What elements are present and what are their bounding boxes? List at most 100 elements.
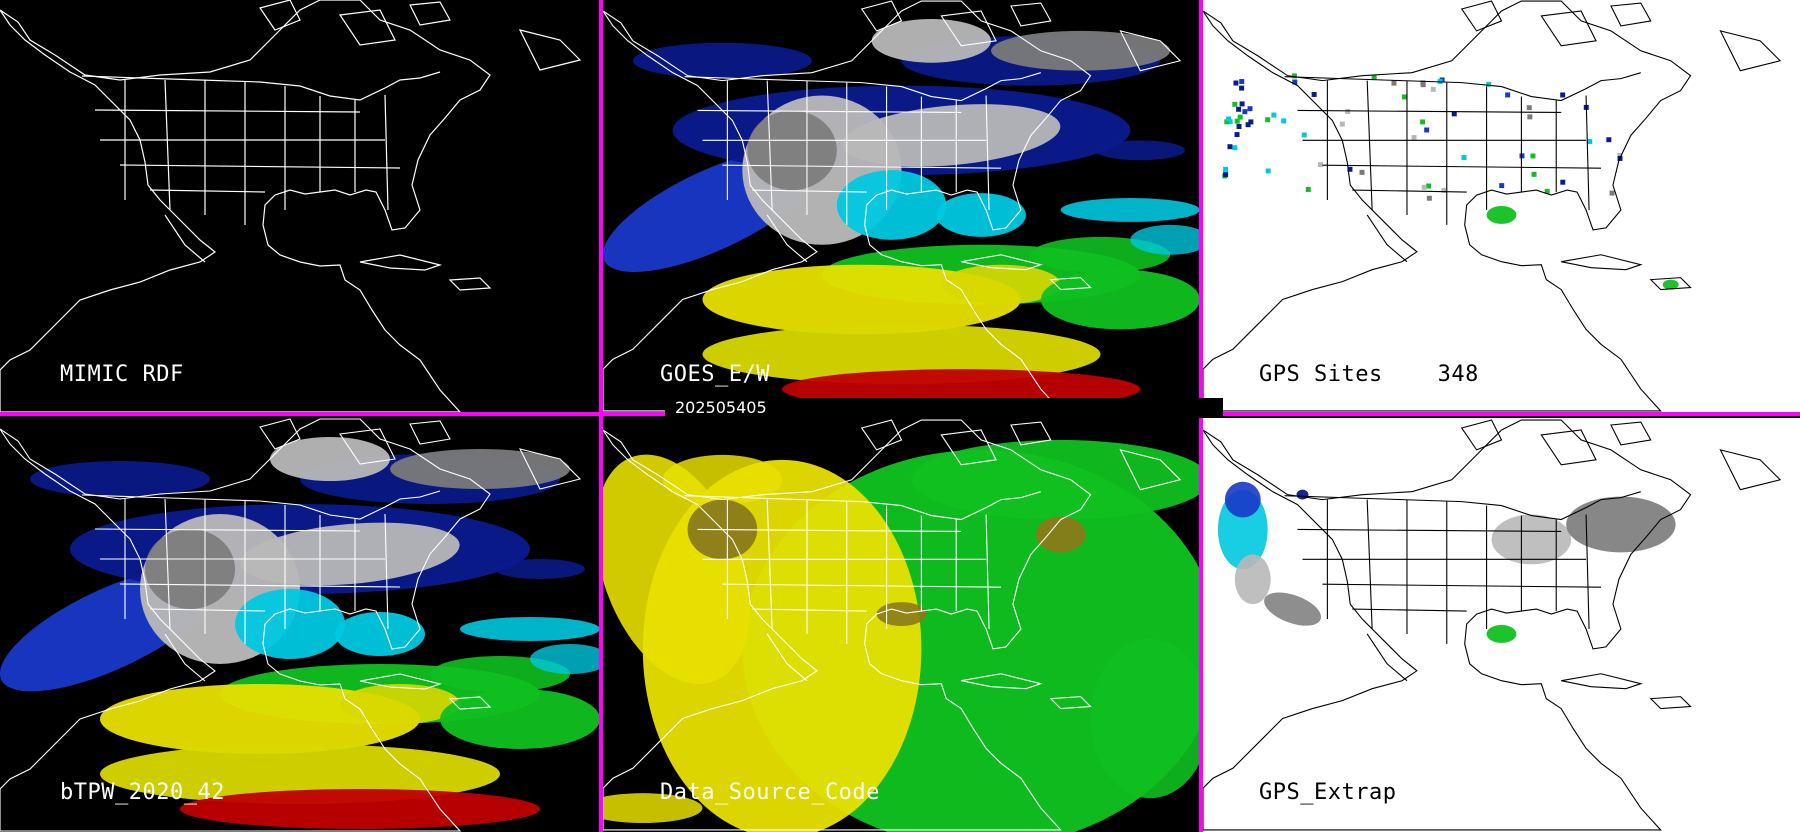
gps-site-marker — [1461, 155, 1467, 161]
gps-site-marker — [1318, 162, 1323, 168]
pw-field-blob — [936, 193, 1026, 237]
gps-site-marker — [1609, 190, 1615, 196]
gps-site-marker — [1226, 116, 1232, 122]
gps-site-marker — [1227, 119, 1233, 125]
panel-goes-ew: GOES_E/W — [603, 0, 1200, 412]
source-field-blob — [876, 602, 927, 626]
extrap-field-blob — [1234, 554, 1271, 605]
gps-site-marker — [1236, 124, 1242, 129]
pw-field-blob — [240, 522, 460, 586]
extrap-field-blob — [1224, 481, 1261, 518]
gps-site-marker — [1242, 109, 1248, 115]
gps-site-marker — [1587, 139, 1593, 145]
pw-field-blob — [340, 684, 460, 724]
gps-site-marker — [1426, 183, 1432, 189]
pw-field-blob — [100, 744, 500, 804]
gps-site-marker — [1305, 186, 1311, 192]
gps-site-marker — [1291, 73, 1297, 79]
pw-field-blob — [495, 559, 585, 579]
gps-site-marker — [1236, 106, 1242, 112]
gps-site-marker — [1560, 179, 1566, 185]
panel-label-mimic-rdf: MIMIC RDF — [60, 362, 184, 387]
gps-site-marker — [1265, 168, 1271, 174]
timestamp-text: 202505405 — [675, 398, 767, 417]
map-data-source-code — [603, 419, 1200, 832]
extrap-field-blob — [1491, 514, 1572, 565]
gps-site-marker — [1560, 92, 1566, 98]
gps-site-marker — [1237, 114, 1243, 120]
gps-site-marker — [1347, 166, 1353, 172]
pw-field-blob — [440, 689, 600, 749]
gps-site-marker — [1505, 92, 1511, 98]
gps-site-marker — [1530, 153, 1536, 159]
pw-field-blob — [270, 437, 390, 481]
extrap-field-blob — [1296, 489, 1309, 500]
gps-site-marker — [1223, 172, 1229, 178]
panel-label-gps-sites: GPS Sites 348 — [1259, 362, 1479, 387]
gps-site-marker — [1265, 117, 1271, 123]
gps-site-marker — [1519, 153, 1525, 159]
gps-site-marker — [1311, 91, 1317, 97]
gps-site-marker — [1232, 145, 1238, 151]
gps-site-marker — [1421, 184, 1427, 190]
pw-field-blob — [335, 612, 425, 656]
gps-site-marker — [1227, 144, 1233, 150]
gps-site-marker — [1359, 169, 1365, 175]
pw-field-blob — [100, 684, 420, 754]
pw-field-blob — [30, 461, 210, 497]
gps-site-marker — [1526, 105, 1532, 111]
divider-horizontal-left — [0, 412, 665, 416]
source-field-blob — [603, 793, 703, 824]
gps-site-marker — [1499, 183, 1505, 189]
timestamp-bar: 202505405 — [665, 398, 1223, 418]
pw-field-blob — [460, 617, 600, 641]
source-field-blob — [662, 454, 783, 505]
gps-site-marker — [1224, 119, 1230, 125]
gps-site-cluster — [1662, 279, 1679, 290]
gps-site-marker — [1424, 127, 1430, 133]
gps-site-marker — [1248, 119, 1254, 125]
panel-data-source-code: Data_Source_Code — [603, 418, 1200, 832]
divider-vertical-left — [599, 0, 603, 832]
gps-site-marker — [1292, 79, 1298, 85]
gps-site-marker — [1527, 114, 1533, 120]
pw-field-blob — [180, 789, 540, 829]
panel-label-goes-ew: GOES_E/W — [660, 362, 770, 387]
pw-field-blob — [1130, 224, 1200, 255]
pw-field-blob — [842, 104, 1061, 167]
gps-site-marker — [1281, 118, 1287, 124]
gps-site-marker — [1271, 112, 1277, 118]
panel-gps-sites: GPS Sites 348 — [1203, 0, 1800, 412]
gps-site-marker — [1544, 188, 1550, 194]
source-field-blob — [1035, 516, 1086, 553]
gps-site-marker — [1391, 80, 1397, 86]
map-btpw — [0, 418, 600, 832]
gps-site-marker — [1430, 86, 1436, 92]
map-gps-sites — [1203, 0, 1782, 412]
source-field-blob — [911, 439, 1200, 520]
pw-field-blob — [836, 170, 947, 240]
map-gps-extrap — [1203, 419, 1782, 831]
extrap-field-blob — [1486, 625, 1517, 643]
gps-site-marker — [1232, 101, 1238, 107]
gps-site-cluster — [1486, 206, 1517, 224]
gps-site-marker — [1239, 85, 1245, 91]
map-mimic-rdf — [0, 0, 582, 412]
gps-site-marker — [1531, 171, 1537, 177]
gps-site-marker — [1426, 195, 1432, 201]
pw-field-blob — [632, 42, 812, 79]
gps-site-marker — [1420, 80, 1426, 86]
pw-field-blob — [1095, 140, 1186, 161]
pw-field-blob — [530, 644, 600, 674]
source-field-blob — [1090, 638, 1200, 799]
pw-field-blob — [941, 264, 1061, 305]
panel-btpw: bTPW_2020_42 — [0, 418, 600, 832]
gps-site-marker — [1451, 111, 1457, 117]
gps-site-marker — [1420, 119, 1426, 125]
pw-field-blob — [747, 110, 837, 191]
panel-label-gps-extrap: GPS_Extrap — [1259, 780, 1397, 805]
panel-label-btpw: bTPW_2020_42 — [60, 780, 225, 805]
gps-site-marker — [1301, 132, 1307, 138]
gps-site-marker — [1247, 106, 1253, 112]
divider-horizontal-right — [1223, 412, 1800, 416]
